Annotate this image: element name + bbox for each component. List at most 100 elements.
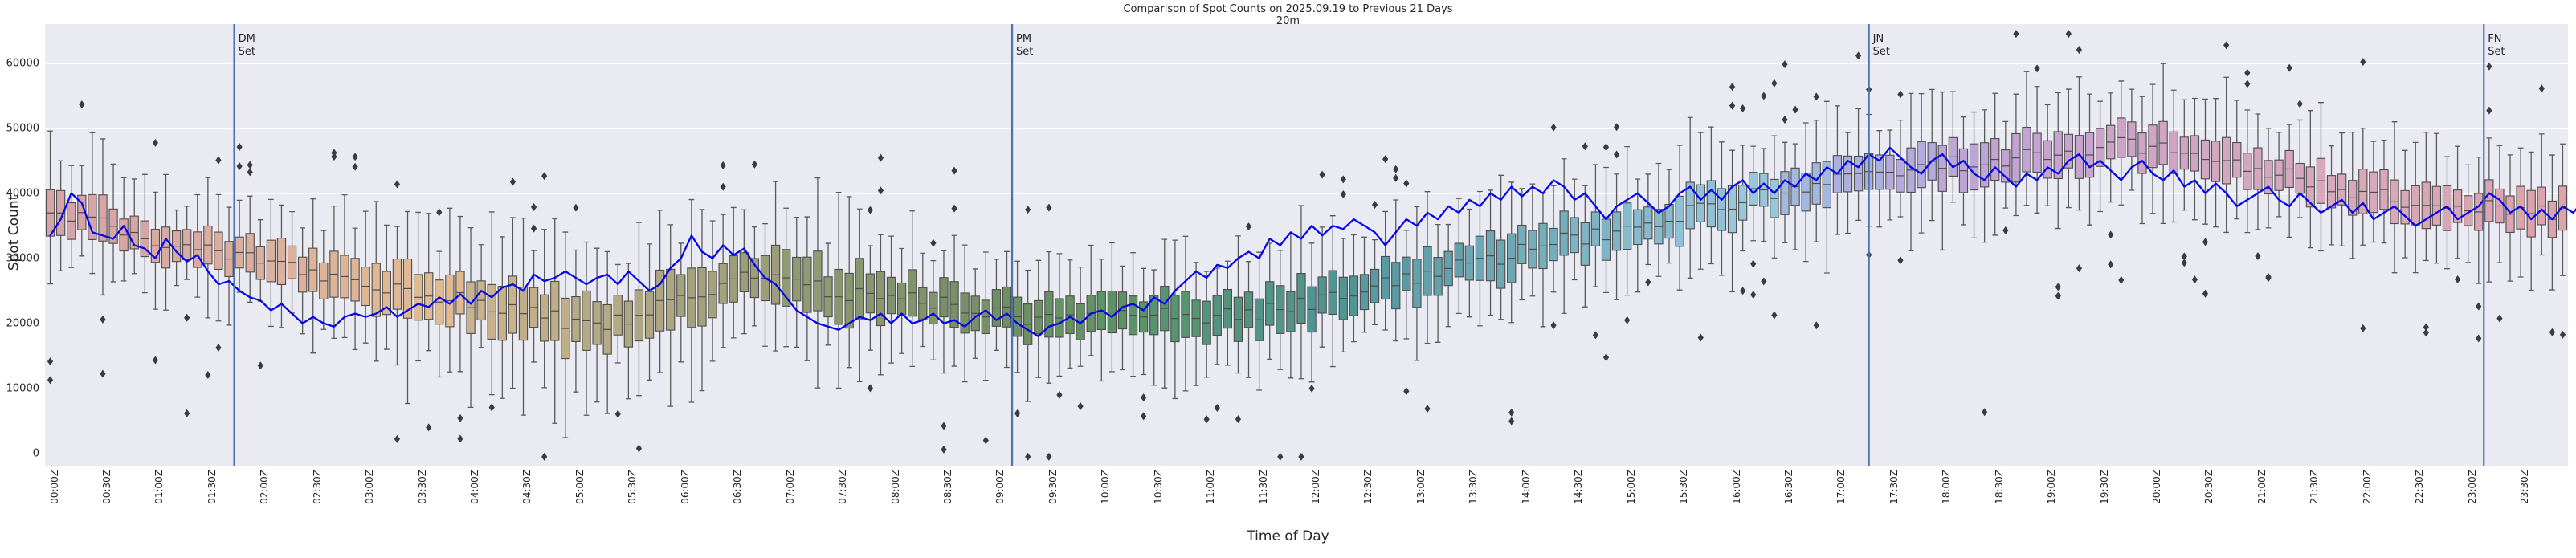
boxplot-box <box>329 149 339 340</box>
outlier-marker <box>877 186 884 195</box>
boxplot-box <box>308 198 318 354</box>
boxplot-box <box>245 161 255 303</box>
boxplot-box <box>1643 173 1653 287</box>
boxplot-box <box>602 250 612 414</box>
boxplot-box <box>1002 250 1012 369</box>
boxplot-box <box>2127 88 2137 191</box>
outlier-marker <box>2296 100 2303 108</box>
boxplot-box <box>1338 175 1348 353</box>
outlier-marker <box>2076 264 2083 273</box>
x-tick-label: 07:00Z <box>784 470 796 504</box>
boxplot-box <box>2043 104 2052 206</box>
outlier-marker <box>1740 104 1746 113</box>
boxplot-box <box>1549 123 1558 330</box>
boxplot-box <box>2390 121 2399 274</box>
boxplot-box <box>2179 99 2189 267</box>
outlier-marker <box>720 182 726 191</box>
boxplot-box <box>1948 91 1958 203</box>
boxplot-box <box>1296 205 1306 461</box>
boxplot-box <box>2190 97 2200 284</box>
outlier-marker <box>614 409 621 418</box>
boxplot-box <box>1243 222 1254 378</box>
outlier-marker <box>2255 251 2261 260</box>
boxplot-box <box>1454 198 1464 315</box>
boxplot-box <box>1276 250 1285 461</box>
outlier-marker <box>2202 238 2209 246</box>
boxplot-box <box>886 235 896 364</box>
outlier-marker <box>2181 252 2187 261</box>
boxplot-box <box>2558 143 2568 339</box>
outlier-marker <box>1025 452 1031 461</box>
boxplot-box <box>1233 235 1243 424</box>
x-tick-label: 14:00Z <box>1520 470 1532 504</box>
outlier-marker <box>2108 260 2114 269</box>
boxplot-box <box>2379 139 2389 244</box>
outlier-marker <box>2108 230 2114 239</box>
boxplot-box <box>1138 267 1149 421</box>
overlay-line <box>49 146 2576 338</box>
boxplot-box <box>855 208 864 382</box>
outlier-marker <box>867 206 873 214</box>
outlier-marker <box>488 403 495 412</box>
boxplot-box <box>508 177 518 389</box>
boxplot-box <box>1307 242 1317 393</box>
boxplot-box <box>1117 265 1128 371</box>
boxplot-box <box>476 244 486 348</box>
outlier-marker <box>1897 256 1904 265</box>
outlier-marker <box>152 138 159 147</box>
boxplot-box <box>2022 71 2031 206</box>
boxplot-box <box>613 263 623 418</box>
outlier-marker <box>1403 387 1410 396</box>
boxplot-box <box>1223 260 1232 366</box>
boxplot-box <box>371 201 381 362</box>
boxplot-box <box>1349 234 1359 343</box>
outlier-marker <box>1141 412 1147 421</box>
annotation-label: Set <box>2488 46 2505 58</box>
boxplot-box <box>2211 98 2221 228</box>
boxplot-box <box>340 193 349 339</box>
outlier-marker <box>1235 415 1242 424</box>
boxplot-box <box>655 210 665 373</box>
boxplot-box <box>1664 169 1674 264</box>
boxplot-box <box>319 230 329 330</box>
x-tick-label: 18:00Z <box>1941 470 1953 504</box>
x-tick-label: 06:00Z <box>679 470 691 504</box>
outlier-marker <box>2423 328 2429 337</box>
boxplot-box <box>1076 266 1085 410</box>
outlier-marker <box>1855 51 1862 60</box>
y-tick-label: 60000 <box>6 57 39 70</box>
boxplot-box <box>1623 145 1632 324</box>
outlier-marker <box>1813 92 1819 101</box>
boxplot-box <box>1381 155 1390 331</box>
outlier-marker <box>2013 30 2019 39</box>
boxplot-box <box>1737 104 1748 295</box>
gridline <box>45 453 2568 455</box>
outlier-marker <box>1761 92 1767 100</box>
boxplot-box <box>77 100 87 257</box>
outlier-marker <box>2034 64 2040 73</box>
boxplot-box <box>2505 154 2515 282</box>
boxplot-box <box>1370 201 1380 325</box>
outlier-marker <box>2538 84 2545 93</box>
x-tick-label: 19:00Z <box>2046 470 2058 504</box>
x-tick-label: 00:30Z <box>100 470 112 504</box>
outlier-marker <box>635 444 643 453</box>
outlier-marker <box>2223 41 2230 50</box>
boxplot-box <box>2474 156 2484 343</box>
boxplot-box <box>2295 100 2305 218</box>
x-tick-label: 01:30Z <box>206 470 218 504</box>
outlier-marker <box>2181 259 2187 267</box>
boxplot-box <box>266 198 276 328</box>
boxplot-box <box>1317 170 1327 348</box>
outlier-marker <box>436 208 443 217</box>
boxplot-box <box>1170 239 1180 400</box>
boxplot-box <box>991 259 1002 351</box>
outlier-marker <box>394 180 401 189</box>
x-tick-label: 16:30Z <box>1782 470 1794 504</box>
boxplot-box <box>1896 90 1905 265</box>
boxplot-box <box>2411 141 2420 274</box>
outlier-marker <box>2559 330 2566 339</box>
boxplot-box <box>497 236 507 399</box>
boxplot-box <box>2452 145 2463 284</box>
